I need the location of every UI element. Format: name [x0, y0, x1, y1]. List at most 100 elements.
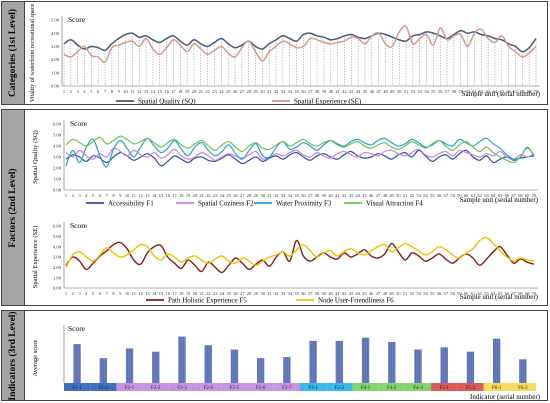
series-line	[65, 236, 535, 268]
legend-label: Path Holistic Experience F5	[168, 296, 247, 304]
x-tick-label: 36	[301, 291, 306, 296]
x-tick-label: 66	[505, 193, 510, 198]
x-tick-label: 59	[459, 89, 464, 94]
x-axis-label: Sample unit (serial number)	[460, 293, 539, 301]
x-tick-label: 8	[111, 89, 114, 94]
bar	[73, 344, 81, 383]
category-band	[116, 383, 143, 391]
x-tick-label: 27	[240, 89, 245, 94]
x-tick-label: 14	[152, 193, 157, 198]
x-tick-label: F6-1	[492, 386, 502, 391]
category-band	[64, 383, 91, 391]
y-tick-label: 3.00	[53, 255, 62, 260]
x-tick-label: 3	[78, 291, 81, 296]
y-tick-label: 2.00	[53, 265, 62, 270]
x-tick-label: F6-2	[518, 386, 528, 391]
x-tick-label: 64	[493, 89, 498, 94]
section-label: Categories (1st Level)	[8, 8, 18, 98]
x-tick-label: 53	[417, 291, 422, 296]
section-label: Indicators (3rd Level)	[8, 310, 18, 401]
x-tick-label: 27	[240, 291, 245, 296]
x-tick-label: 29	[254, 193, 259, 198]
x-tick-label: 61	[471, 291, 475, 296]
x-tick-label: 69	[525, 193, 530, 198]
y-tick-label: 5.00	[51, 18, 60, 23]
x-tick-label: 57	[444, 193, 449, 198]
x-tick-label: 33	[281, 89, 286, 94]
x-tick-label: 1	[65, 291, 67, 296]
x-tick-label: 70	[534, 89, 539, 94]
x-tick-label: 8	[112, 291, 115, 296]
x-tick-label: 34	[288, 89, 293, 94]
x-tick-label: 5	[90, 89, 93, 94]
x-tick-label: 58	[452, 89, 457, 94]
x-tick-label: 67	[513, 89, 518, 94]
x-tick-label: 54	[423, 291, 428, 296]
x-tick-label: 49	[389, 291, 394, 296]
x-tick-label: 48	[383, 89, 388, 94]
x-tick-label: 1	[65, 193, 67, 198]
x-tick-label: 21	[199, 291, 203, 296]
x-tick-label: 4	[83, 89, 86, 94]
x-tick-label: 44	[356, 89, 361, 94]
y-tick-label: 5.00	[53, 234, 62, 239]
bar	[519, 359, 527, 383]
x-tick-label: 23	[212, 89, 217, 94]
x-tick-label: 35	[294, 89, 299, 94]
bar	[256, 358, 265, 383]
x-tick-label: 24	[220, 291, 225, 296]
x-tick-label: 31	[267, 89, 271, 94]
legend-label: Visual Attraction F4	[366, 199, 423, 207]
x-tick-label: 9	[118, 89, 121, 94]
x-tick-label: 6	[99, 291, 102, 296]
x-tick-label: 45	[362, 193, 367, 198]
x-tick-label: 69	[525, 291, 530, 296]
y-axis-label: Vitality of waterfront recreational spac…	[29, 3, 36, 102]
x-tick-label: 17	[172, 291, 177, 296]
x-tick-label: 60	[465, 89, 470, 94]
x-tick-label: 21	[199, 193, 203, 198]
categories-section: Categories (1st Level) 0.00 1.00 2.00 3.00 4…	[1, 1, 548, 105]
bar	[283, 357, 291, 383]
bar	[388, 341, 396, 383]
x-tick-label: 2	[72, 291, 74, 296]
x-tick-label: 43	[349, 89, 354, 94]
bar	[230, 349, 239, 383]
x-tick-label: 13	[145, 193, 150, 198]
x-tick-label: 2	[72, 193, 74, 198]
section-label-box: Categories (1st Level)	[2, 2, 25, 104]
x-tick-label: 41	[335, 291, 339, 296]
x-tick-label: 28	[247, 291, 252, 296]
x-tick-label: 25	[227, 291, 232, 296]
x-tick-label: 56	[438, 89, 443, 94]
x-tick-label: 40	[328, 291, 333, 296]
x-tick-label: 16	[164, 89, 169, 94]
series-line	[65, 135, 535, 164]
bar	[361, 337, 370, 383]
factors-section: Factors (2nd Level) 0.00 1.00 2.00 3.00 4.00…	[1, 109, 548, 306]
x-tick-label: 58	[450, 291, 455, 296]
x-tick-label: 25	[226, 89, 231, 94]
x-tick-label: 38	[315, 291, 320, 296]
x-tick-label: 22	[206, 193, 210, 198]
legend-label: Node User-Friendliness F6	[318, 296, 394, 304]
x-tick-label: 17	[171, 89, 176, 94]
x-tick-label: 11	[130, 89, 134, 94]
x-tick-label: 18	[179, 291, 184, 296]
spatial-quality-line-chart: 0.001.002.003.004.005.006.001 2 3 4 5 6 7 8 9 10 1…	[32, 119, 539, 207]
x-tick-label: 19	[186, 193, 191, 198]
x-tick-label: 40	[328, 193, 333, 198]
x-tick-label: 24	[220, 193, 225, 198]
y-tick-label: 4.00	[53, 244, 62, 249]
x-tick-label: 32	[274, 89, 278, 94]
x-tick-label: 37	[308, 193, 313, 198]
x-tick-label: 16	[166, 291, 171, 296]
x-tick-label: 10	[125, 291, 130, 296]
x-tick-label: 7	[104, 89, 107, 94]
x-tick-label: 47	[376, 193, 381, 198]
x-tick-label: 62	[478, 193, 482, 198]
x-tick-label: F4-1	[361, 386, 371, 391]
x-tick-label: 14	[152, 291, 157, 296]
x-tick-label: 65	[498, 193, 503, 198]
x-tick-label: 64	[491, 291, 496, 296]
